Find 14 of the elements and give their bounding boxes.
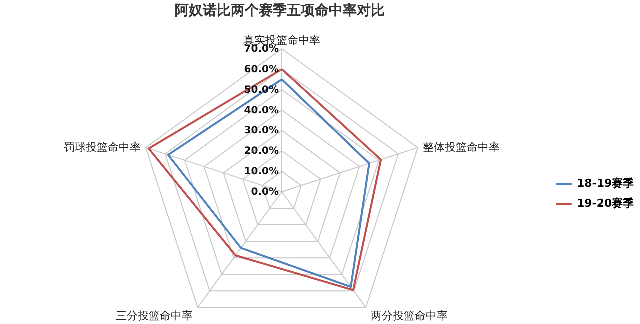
chart-title: 阿奴诺比两个赛季五项命中率对比 xyxy=(175,2,385,19)
spoke-label: 两分投篮命中率 xyxy=(371,310,448,323)
spoke-label: 罚球投篮命中率 xyxy=(64,140,141,154)
y-tick-label: 40.0% xyxy=(244,105,279,116)
spoke-label: 三分投篮命中率 xyxy=(116,310,193,323)
y-tick-label: 70.0% xyxy=(244,44,279,55)
legend-label: 19-20赛季 xyxy=(577,197,636,210)
y-tick-label: 0.0% xyxy=(251,187,279,198)
y-tick-label: 60.0% xyxy=(244,64,279,76)
spoke-label: 整体投篮命中率 xyxy=(423,140,500,154)
y-tick-label: 20.0% xyxy=(244,146,279,158)
legend-label: 18-19赛季 xyxy=(577,177,636,190)
y-tick-label: 10.0% xyxy=(244,166,279,178)
y-tick-label: 30.0% xyxy=(244,126,279,137)
